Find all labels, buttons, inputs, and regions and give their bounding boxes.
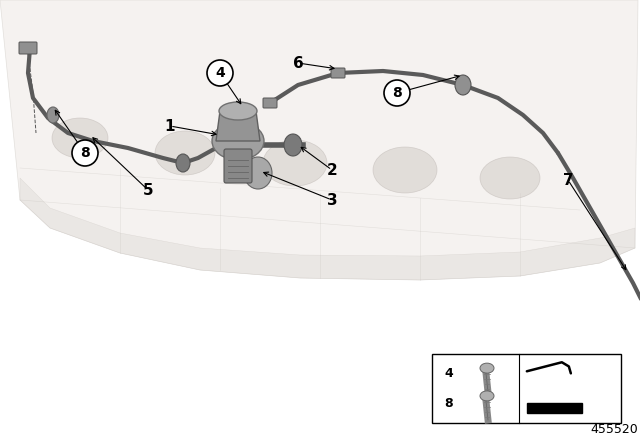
Polygon shape xyxy=(20,178,635,280)
Ellipse shape xyxy=(176,154,190,172)
Ellipse shape xyxy=(244,157,272,189)
Ellipse shape xyxy=(373,147,437,193)
Polygon shape xyxy=(0,0,638,280)
Circle shape xyxy=(207,60,233,86)
Ellipse shape xyxy=(480,157,540,199)
Ellipse shape xyxy=(284,134,302,156)
Text: 5: 5 xyxy=(143,182,154,198)
Ellipse shape xyxy=(480,391,494,401)
FancyBboxPatch shape xyxy=(263,98,277,108)
Text: 8: 8 xyxy=(444,397,452,410)
Polygon shape xyxy=(216,111,260,141)
Text: 8: 8 xyxy=(392,86,402,100)
Circle shape xyxy=(72,140,98,166)
Text: 3: 3 xyxy=(326,193,337,207)
Text: 7: 7 xyxy=(563,172,573,188)
FancyBboxPatch shape xyxy=(224,149,252,183)
Text: 1: 1 xyxy=(164,119,175,134)
Text: 4: 4 xyxy=(215,66,225,80)
Ellipse shape xyxy=(212,122,264,160)
Text: 2: 2 xyxy=(326,163,337,177)
Text: 455520: 455520 xyxy=(590,423,638,436)
Polygon shape xyxy=(527,403,582,413)
Ellipse shape xyxy=(263,140,327,186)
Text: 6: 6 xyxy=(292,56,303,70)
Text: 8: 8 xyxy=(80,146,90,160)
Ellipse shape xyxy=(155,131,215,175)
Bar xyxy=(432,354,621,423)
Ellipse shape xyxy=(219,102,257,120)
Circle shape xyxy=(384,80,410,106)
Ellipse shape xyxy=(47,107,59,123)
FancyBboxPatch shape xyxy=(331,68,345,78)
Ellipse shape xyxy=(455,75,471,95)
Text: 4: 4 xyxy=(444,367,452,380)
FancyBboxPatch shape xyxy=(19,42,37,54)
Ellipse shape xyxy=(52,118,108,158)
Ellipse shape xyxy=(480,363,494,373)
